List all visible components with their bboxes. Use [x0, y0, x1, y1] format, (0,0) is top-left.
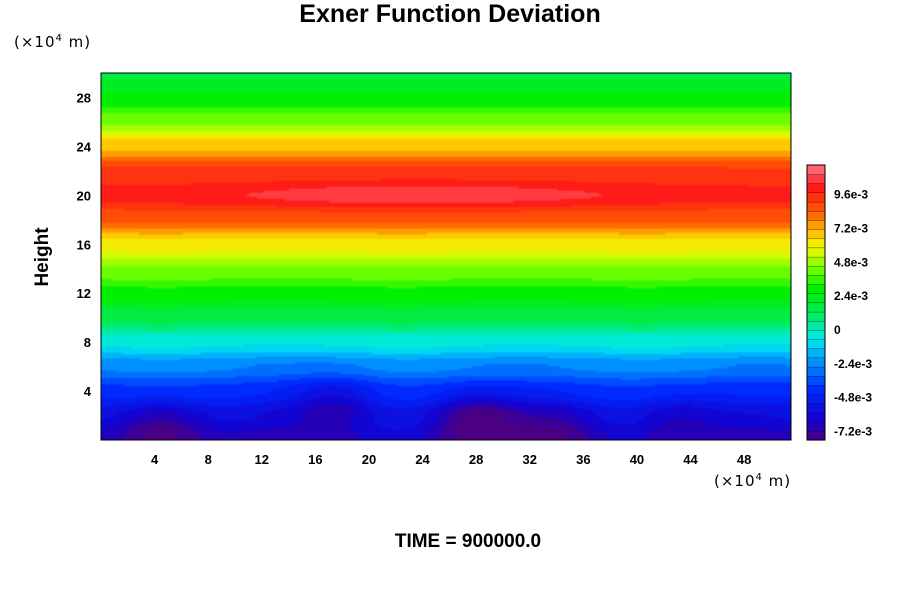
x-tick-label: 32 [523, 452, 537, 467]
colorbar-band [806, 421, 826, 432]
colorbar-bands [806, 164, 826, 441]
contour-field [101, 73, 791, 440]
x-tick-label: 36 [576, 452, 590, 467]
x-tick-label: 48 [737, 452, 751, 467]
x-tick-label: 20 [362, 452, 376, 467]
colorbar-band [806, 339, 826, 349]
y-tick-label: 16 [77, 237, 91, 252]
colorbar-tick-label: -2.4e-3 [834, 357, 872, 371]
colorbar-band [806, 366, 826, 377]
y-tick-label: 4 [84, 384, 92, 399]
colorbar-ticks: -7.2e-3 -4.8e-3 -2.4e-3 0 2.4e-3 4.8e-3 7.2e-3… [834, 188, 872, 439]
colorbar-band [806, 412, 826, 423]
x-axis-ticks: 4 8 12 16 20 24 28 32 36 40 44 48 [151, 452, 751, 467]
colorbar-band [806, 274, 826, 285]
colorbar-band [806, 302, 826, 313]
x-tick-label: 44 [683, 452, 698, 467]
y-tick-label: 24 [77, 139, 92, 154]
colorbar-band [806, 375, 826, 386]
x-tick-label: 40 [630, 452, 644, 467]
y-tick-label: 12 [77, 286, 91, 301]
colorbar-band [806, 192, 826, 203]
colorbar-band [806, 174, 826, 184]
x-tick-label: 12 [255, 452, 269, 467]
x-tick-label: 16 [308, 452, 322, 467]
colorbar-band [806, 329, 826, 340]
colorbar-band [806, 430, 826, 441]
colorbar-band [806, 229, 826, 239]
y-tick-label: 8 [84, 335, 91, 350]
y-tick-label: 28 [77, 90, 91, 105]
colorbar-band [806, 238, 826, 249]
colorbar-tick-label: 7.2e-3 [834, 221, 868, 235]
colorbar-band [806, 320, 826, 331]
y-unit-suffix: m) [62, 33, 92, 51]
colorbar-band [806, 311, 826, 322]
colorbar-tick-label: 4.8e-3 [834, 255, 868, 269]
colorbar-tick-label: 0 [834, 323, 841, 337]
colorbar: -7.2e-3 -4.8e-3 -2.4e-3 0 2.4e-3 4.8e-3 7.2e-3… [806, 164, 872, 441]
x-tick-label: 8 [205, 452, 212, 467]
y-unit-prefix: (×10 [14, 33, 56, 51]
colorbar-tick-label: 2.4e-3 [834, 289, 868, 303]
colorbar-band [806, 357, 826, 368]
colorbar-band [806, 247, 826, 258]
y-tick-label: 20 [77, 188, 91, 203]
colorbar-band [806, 183, 826, 194]
x-unit-exponent: 4 [755, 472, 763, 483]
y-axis-ticks: 4 8 12 16 20 24 28 [77, 90, 92, 399]
colorbar-frame [806, 164, 826, 441]
x-axis-unit: (×104 m) [714, 472, 791, 490]
x-tick-label: 28 [469, 452, 483, 467]
x-tick-label: 24 [415, 452, 430, 467]
colorbar-band [806, 219, 826, 230]
plot-area [100, 72, 792, 441]
y-unit-exponent: 4 [55, 33, 63, 44]
colorbar-band [806, 210, 826, 221]
colorbar-band [806, 403, 826, 414]
colorbar-band [806, 394, 826, 404]
colorbar-tick-label: -7.2e-3 [834, 425, 872, 439]
colorbar-band [806, 384, 826, 395]
x-unit-suffix: m) [762, 472, 792, 490]
colorbar-tick-label: 9.6e-3 [834, 188, 868, 202]
colorbar-band [806, 293, 826, 304]
y-axis-unit: (×104 m) [14, 33, 91, 51]
colorbar-tick-label: -4.8e-3 [834, 391, 872, 405]
colorbar-band [806, 256, 826, 267]
chart-title: Exner Function Deviation [299, 0, 601, 28]
x-unit-prefix: (×10 [714, 472, 756, 490]
time-label: TIME = 900000.0 [394, 531, 542, 552]
colorbar-band [806, 348, 826, 359]
colorbar-band [806, 164, 826, 175]
plot-frame [100, 72, 792, 441]
colorbar-band [806, 201, 826, 212]
colorbar-band [806, 265, 826, 276]
colorbar-band [806, 284, 826, 294]
x-tick-label: 4 [151, 452, 159, 467]
